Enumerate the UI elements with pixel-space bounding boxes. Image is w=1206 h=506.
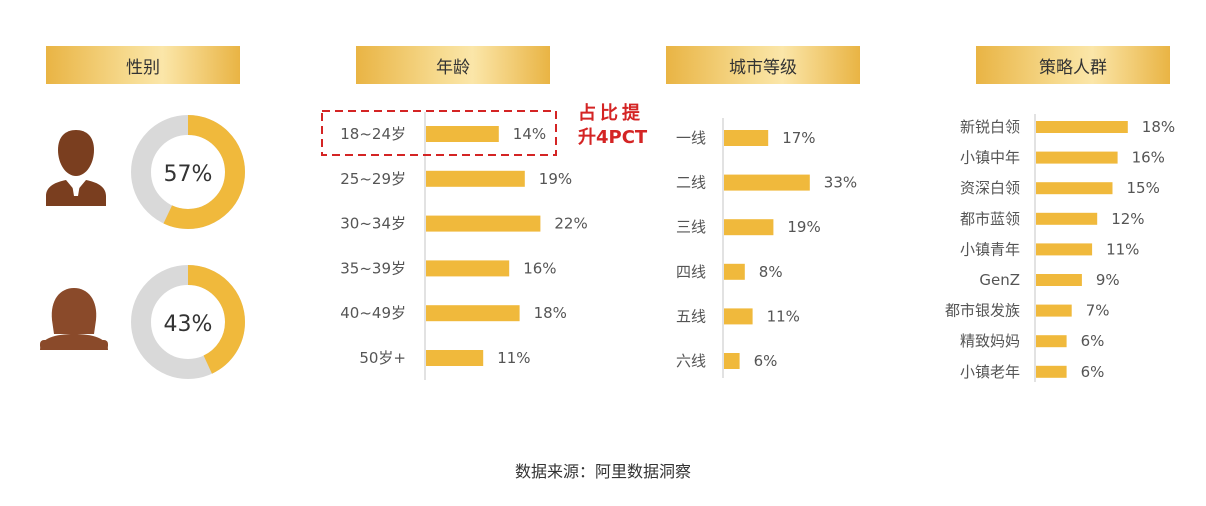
age-category-label: 25~29岁 (340, 170, 406, 188)
city-bar (724, 263, 745, 280)
strategy-value-label: 12% (1111, 210, 1144, 228)
annotation-line2: 升4PCT (578, 127, 648, 148)
age-bar (426, 126, 499, 142)
male-donut: 57% (131, 115, 245, 229)
age-value-label: 19% (539, 170, 572, 188)
strategy-category-label: 资深白领 (960, 179, 1020, 197)
strategy-value-label: 6% (1081, 332, 1105, 350)
male-share-arc (131, 115, 245, 229)
city-category-label: 三线 (676, 218, 706, 236)
city-bar (724, 174, 810, 191)
data-source: 数据来源：阿里数据洞察 (514, 462, 691, 481)
age-bar (426, 305, 520, 322)
strategy-value-label: 18% (1142, 118, 1175, 136)
age-value-label: 18% (534, 304, 567, 322)
age-category-label: 30~34岁 (340, 215, 406, 233)
header-strategy: 策略人群 (976, 46, 1170, 84)
city-value-label: 8% (759, 263, 783, 281)
age-bar (426, 215, 541, 232)
header-age: 年龄 (356, 46, 550, 84)
city-category-label: 二线 (676, 174, 706, 192)
city-bar (724, 219, 774, 236)
city-bar (724, 353, 740, 369)
age-value-label: 22% (554, 215, 587, 233)
city-bar (724, 308, 753, 325)
female-donut: 43% (131, 265, 245, 379)
age-bar (426, 170, 525, 187)
age-bar (426, 350, 484, 366)
strategy-category-label: GenZ (979, 271, 1020, 289)
strategy-bars: 新锐白领 18% 小镇中年 16% 资深白领 15% 都市蓝领 12% 小镇青年 11% GenZ 9… (945, 118, 1175, 381)
strategy-value-label: 7% (1086, 302, 1110, 320)
age-value-label: 14% (513, 125, 546, 143)
age-value-label: 11% (497, 349, 530, 367)
city-category-label: 一线 (676, 129, 706, 147)
age-category-label: 35~39岁 (340, 259, 406, 277)
female-share-label: 43% (164, 312, 213, 337)
strategy-bar (1036, 182, 1113, 195)
strategy-category-label: 精致妈妈 (960, 332, 1020, 350)
strategy-bar (1036, 304, 1072, 317)
city-value-label: 33% (824, 174, 857, 192)
age-value-label: 16% (523, 259, 556, 277)
age-category-label: 50岁+ (359, 349, 406, 367)
age-category-label: 40~49岁 (340, 304, 406, 322)
age-category-label: 18~24岁 (340, 125, 406, 143)
city-value-label: 17% (782, 129, 815, 147)
strategy-value-label: 9% (1096, 271, 1120, 289)
city-value-label: 11% (767, 307, 800, 325)
strategy-value-label: 16% (1132, 149, 1165, 167)
strategy-category-label: 都市银发族 (945, 302, 1020, 320)
strategy-value-label: 15% (1127, 179, 1160, 197)
strategy-bar (1036, 274, 1082, 286)
strategy-bar (1036, 212, 1098, 225)
city-value-label: 19% (787, 218, 820, 236)
female-share-arc (131, 265, 245, 379)
male-person-icon (46, 130, 106, 206)
header-city: 城市等级 (666, 46, 860, 84)
strategy-category-label: 新锐白领 (960, 118, 1020, 136)
strategy-value-label: 6% (1081, 363, 1105, 381)
city-bars: 一线 17% 二线 33% 三线 19% 四线 8% 五线 11% 六线 6% (676, 129, 857, 370)
annotation-text: 占比提 升4PCT (578, 102, 647, 150)
strategy-bar (1036, 335, 1067, 348)
strategy-value-label: 11% (1106, 240, 1139, 258)
male-share-label: 57% (164, 162, 213, 187)
female-person-icon (40, 288, 108, 350)
header-gender: 性别 (46, 46, 240, 84)
strategy-bar (1036, 365, 1067, 378)
strategy-bar (1036, 151, 1118, 164)
city-category-label: 四线 (676, 263, 706, 281)
highlight-box (321, 110, 557, 156)
city-category-label: 五线 (676, 307, 706, 325)
strategy-bar (1036, 243, 1093, 256)
strategy-category-label: 小镇中年 (960, 149, 1020, 167)
annotation-line1: 占比提 (578, 103, 644, 124)
strategy-category-label: 都市蓝领 (960, 210, 1020, 228)
age-bars: 18~24岁 14% 25~29岁 19% 30~34岁 22% 35~39岁 16% 40~4… (340, 125, 587, 367)
city-value-label: 6% (754, 352, 778, 370)
strategy-bar (1036, 121, 1128, 133)
strategy-category-label: 小镇老年 (960, 363, 1020, 381)
city-category-label: 六线 (676, 352, 706, 370)
age-bar (426, 260, 510, 277)
strategy-category-label: 小镇青年 (960, 240, 1020, 258)
city-bar (724, 130, 769, 146)
